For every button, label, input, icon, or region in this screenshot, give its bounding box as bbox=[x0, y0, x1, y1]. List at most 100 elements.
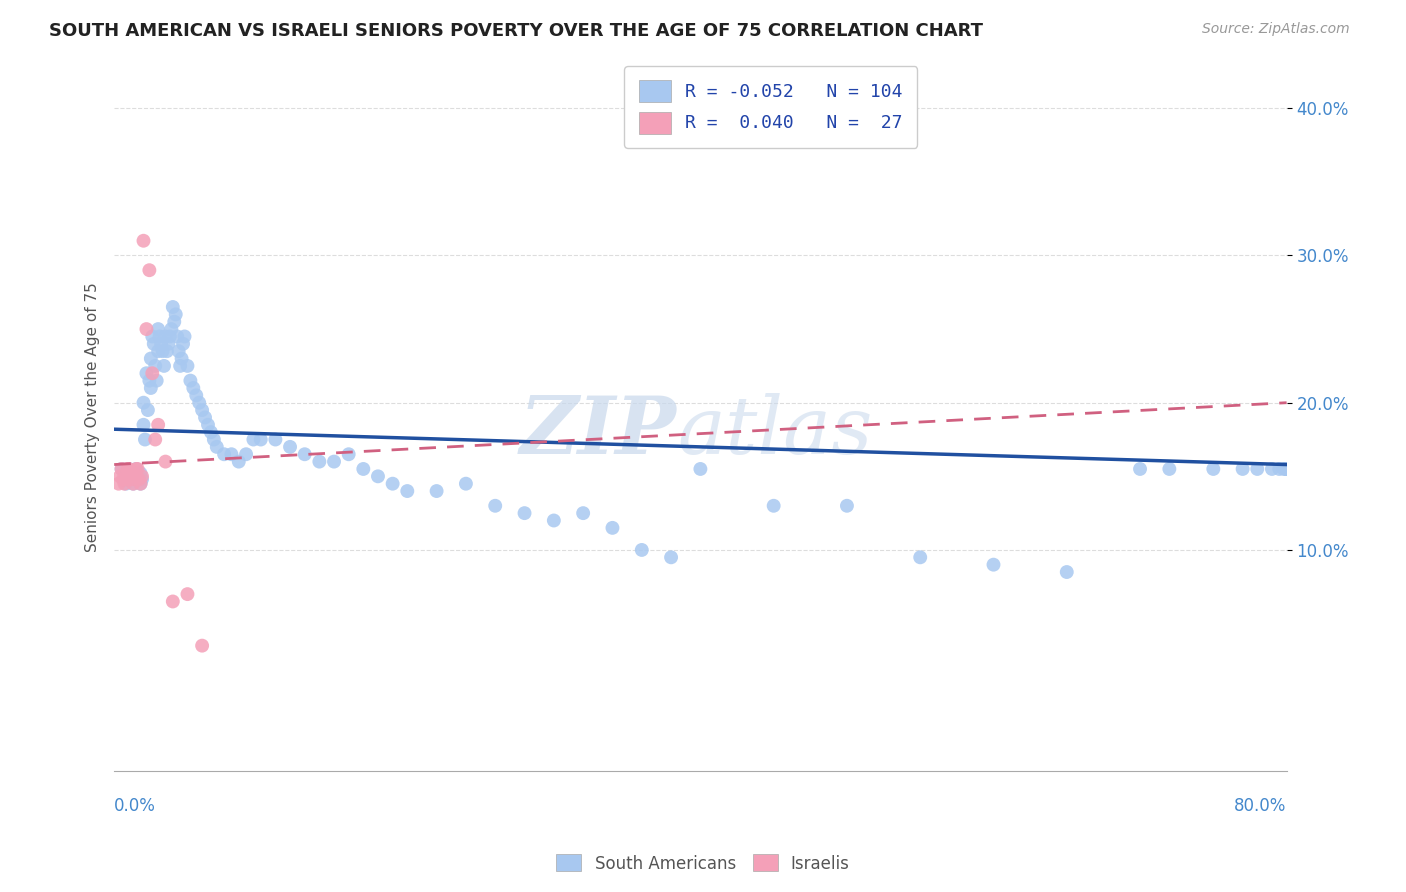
Point bbox=[249, 433, 271, 447]
Point bbox=[200, 425, 222, 439]
Point bbox=[135, 366, 157, 380]
Point bbox=[139, 351, 162, 366]
Point bbox=[153, 359, 176, 373]
Point bbox=[194, 410, 217, 425]
Point bbox=[543, 514, 565, 528]
Legend: South Americans, Israelis: South Americans, Israelis bbox=[550, 847, 856, 880]
Point bbox=[125, 462, 148, 476]
Point bbox=[176, 359, 198, 373]
Point bbox=[166, 329, 188, 343]
Text: ZIP: ZIP bbox=[520, 392, 676, 470]
Point bbox=[117, 462, 139, 476]
Point bbox=[145, 374, 167, 388]
Point bbox=[173, 329, 195, 343]
Point bbox=[337, 447, 360, 461]
Point bbox=[1261, 462, 1284, 476]
Point bbox=[163, 315, 186, 329]
Point bbox=[141, 366, 163, 380]
Point bbox=[186, 388, 208, 402]
Point bbox=[120, 469, 142, 483]
Point bbox=[162, 594, 184, 608]
Point bbox=[124, 467, 146, 481]
Point bbox=[162, 300, 184, 314]
Point bbox=[323, 454, 346, 468]
Point bbox=[108, 469, 131, 483]
Point bbox=[132, 234, 155, 248]
Point bbox=[128, 472, 150, 486]
Point bbox=[191, 403, 214, 417]
Point bbox=[139, 381, 162, 395]
Point bbox=[129, 476, 152, 491]
Point bbox=[294, 447, 316, 461]
Point bbox=[142, 336, 165, 351]
Point bbox=[396, 484, 419, 499]
Point bbox=[121, 472, 143, 486]
Point bbox=[146, 417, 169, 432]
Point bbox=[131, 469, 153, 483]
Point bbox=[121, 469, 143, 483]
Point bbox=[141, 329, 163, 343]
Point bbox=[983, 558, 1005, 572]
Text: 0.0%: 0.0% bbox=[114, 797, 156, 815]
Point bbox=[110, 462, 132, 476]
Point bbox=[170, 351, 193, 366]
Point bbox=[602, 521, 624, 535]
Point bbox=[111, 472, 134, 486]
Point bbox=[308, 454, 330, 468]
Point bbox=[513, 506, 536, 520]
Point bbox=[1056, 565, 1078, 579]
Point bbox=[124, 469, 146, 483]
Point bbox=[129, 467, 152, 481]
Point bbox=[1272, 462, 1295, 476]
Text: Source: ZipAtlas.com: Source: ZipAtlas.com bbox=[1202, 22, 1350, 37]
Point bbox=[179, 374, 201, 388]
Point bbox=[125, 472, 148, 486]
Point bbox=[762, 499, 785, 513]
Point bbox=[149, 329, 172, 343]
Point bbox=[278, 440, 301, 454]
Point bbox=[114, 476, 136, 491]
Point bbox=[131, 472, 153, 486]
Point bbox=[172, 336, 194, 351]
Point bbox=[1159, 462, 1181, 476]
Point bbox=[630, 543, 652, 558]
Point bbox=[114, 472, 136, 486]
Point bbox=[167, 344, 190, 359]
Point bbox=[129, 476, 152, 491]
Point bbox=[1275, 462, 1298, 476]
Point bbox=[132, 395, 155, 409]
Point bbox=[426, 484, 449, 499]
Point bbox=[1275, 462, 1298, 476]
Point bbox=[381, 476, 404, 491]
Text: atlas: atlas bbox=[676, 392, 872, 470]
Point bbox=[127, 462, 149, 476]
Point bbox=[159, 329, 181, 343]
Point bbox=[146, 322, 169, 336]
Point bbox=[155, 329, 177, 343]
Point bbox=[176, 587, 198, 601]
Point bbox=[454, 476, 477, 491]
Point bbox=[352, 462, 374, 476]
Point bbox=[138, 263, 160, 277]
Point bbox=[205, 440, 228, 454]
Point bbox=[1275, 462, 1298, 476]
Point bbox=[572, 506, 595, 520]
Point bbox=[107, 476, 129, 491]
Point bbox=[908, 550, 931, 565]
Point bbox=[143, 433, 166, 447]
Point bbox=[228, 454, 250, 468]
Point bbox=[146, 344, 169, 359]
Point bbox=[235, 447, 257, 461]
Point bbox=[183, 381, 205, 395]
Legend: R = -0.052   N = 104, R =  0.040   N =  27: R = -0.052 N = 104, R = 0.040 N = 27 bbox=[624, 66, 917, 148]
Point bbox=[188, 395, 211, 409]
Point bbox=[150, 336, 173, 351]
Point bbox=[135, 322, 157, 336]
Point bbox=[134, 433, 156, 447]
Point bbox=[115, 472, 138, 486]
Point bbox=[118, 462, 141, 476]
Point bbox=[138, 374, 160, 388]
Point bbox=[118, 462, 141, 476]
Point bbox=[169, 359, 191, 373]
Point bbox=[191, 639, 214, 653]
